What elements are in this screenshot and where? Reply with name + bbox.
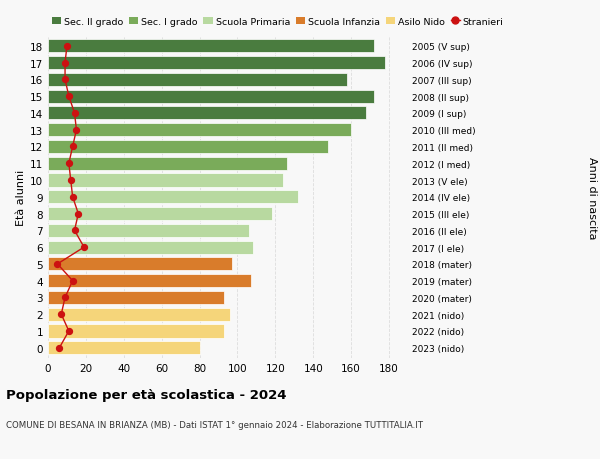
Bar <box>48 224 249 237</box>
Point <box>62 43 72 50</box>
Point <box>60 77 70 84</box>
Bar <box>48 40 374 53</box>
Point <box>64 160 74 168</box>
Point <box>64 328 74 335</box>
Point <box>60 60 70 67</box>
Bar <box>48 57 385 70</box>
Legend: Sec. II grado, Sec. I grado, Scuola Primaria, Scuola Infanzia, Asilo Nido, Stran: Sec. II grado, Sec. I grado, Scuola Prim… <box>48 14 508 30</box>
Bar <box>48 325 224 338</box>
Bar <box>48 274 251 288</box>
Text: Popolazione per età scolastica - 2024: Popolazione per età scolastica - 2024 <box>6 388 287 401</box>
Bar <box>48 90 374 103</box>
Bar <box>48 74 347 87</box>
Bar <box>48 258 232 271</box>
Point <box>66 177 76 185</box>
Point <box>70 227 79 235</box>
Bar <box>48 341 200 354</box>
Bar <box>48 207 272 221</box>
Y-axis label: Età alunni: Età alunni <box>16 169 26 225</box>
Point <box>74 210 83 218</box>
Bar <box>48 191 298 204</box>
Bar <box>48 140 328 154</box>
Bar <box>48 124 351 137</box>
Bar <box>48 157 287 170</box>
Point <box>56 311 66 318</box>
Bar <box>48 174 283 187</box>
Point <box>71 127 81 134</box>
Text: COMUNE DI BESANA IN BRIANZA (MB) - Dati ISTAT 1° gennaio 2024 - Elaborazione TUT: COMUNE DI BESANA IN BRIANZA (MB) - Dati … <box>6 420 423 429</box>
Bar <box>48 241 253 254</box>
Point <box>68 194 77 201</box>
Bar <box>48 308 230 321</box>
Text: Anni di nascita: Anni di nascita <box>587 156 597 239</box>
Point <box>68 144 77 151</box>
Point <box>79 244 89 251</box>
Point <box>64 93 74 101</box>
Point <box>55 344 64 352</box>
Point <box>68 277 77 285</box>
Point <box>53 261 62 268</box>
Point <box>60 294 70 302</box>
Bar <box>48 107 367 120</box>
Point <box>70 110 79 118</box>
Bar <box>48 291 224 304</box>
